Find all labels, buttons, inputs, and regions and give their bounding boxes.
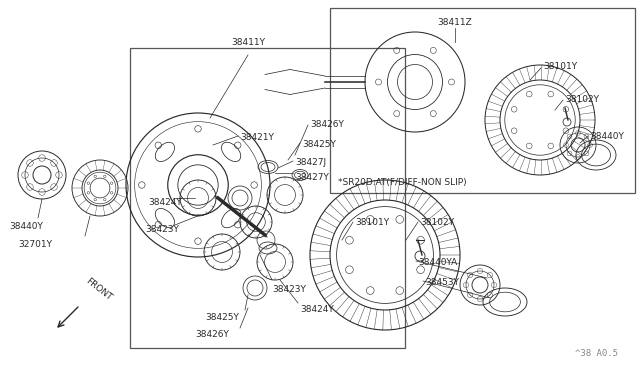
Text: 38102Y: 38102Y <box>420 218 454 227</box>
Text: 38427Y: 38427Y <box>295 173 329 182</box>
Text: 38440Y: 38440Y <box>9 222 43 231</box>
Text: 38424Y: 38424Y <box>148 198 182 207</box>
Text: 32701Y: 32701Y <box>18 240 52 249</box>
Text: 38101Y: 38101Y <box>355 218 389 227</box>
Text: 38424Y: 38424Y <box>300 305 333 314</box>
Text: 38427J: 38427J <box>295 158 326 167</box>
Text: 38423Y: 38423Y <box>145 225 179 234</box>
Text: 38426Y: 38426Y <box>195 330 229 339</box>
Text: 38426Y: 38426Y <box>310 120 344 129</box>
Text: *SR20D.AT(F/DIFF-NON SLIP): *SR20D.AT(F/DIFF-NON SLIP) <box>338 178 467 187</box>
Bar <box>330 8 635 193</box>
Text: 38425Y: 38425Y <box>205 313 239 322</box>
Text: 38440Y: 38440Y <box>590 132 624 141</box>
Text: 38421Y: 38421Y <box>240 133 274 142</box>
Text: FRONT: FRONT <box>84 276 113 302</box>
Text: 38411Y: 38411Y <box>231 38 265 47</box>
Text: ^38 A0.5: ^38 A0.5 <box>575 349 618 358</box>
Text: 38102Y: 38102Y <box>565 95 599 104</box>
Text: 38425Y: 38425Y <box>302 140 336 149</box>
Text: 38101Y: 38101Y <box>543 62 577 71</box>
Text: 38440YA: 38440YA <box>418 258 457 267</box>
Text: 38453Y: 38453Y <box>425 278 459 287</box>
Text: 38423Y: 38423Y <box>272 285 306 294</box>
Bar <box>130 48 405 348</box>
Text: 38411Z: 38411Z <box>438 18 472 27</box>
